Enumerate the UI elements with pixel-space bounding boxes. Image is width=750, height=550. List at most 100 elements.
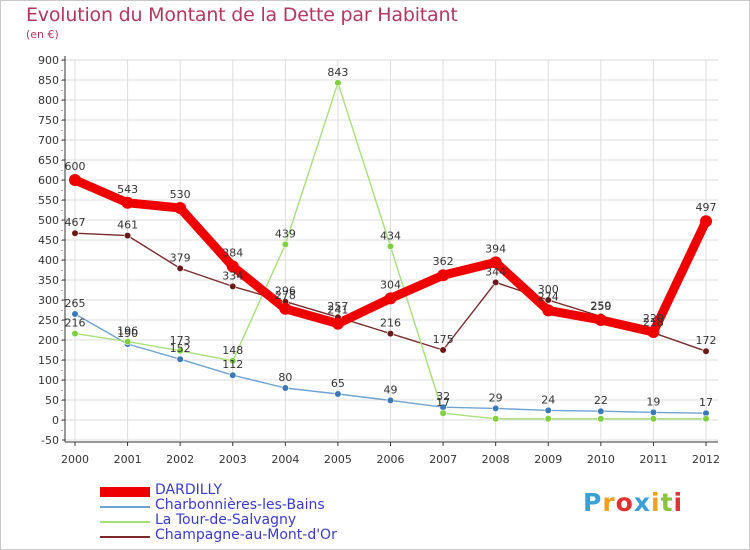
y-tick-label: 300 (38, 294, 59, 307)
y-tick-label: -50 (41, 434, 59, 447)
data-label: 543 (117, 183, 138, 196)
logo-letter: i (651, 488, 661, 517)
x-tick-label: 2009 (534, 453, 562, 466)
data-point (544, 406, 552, 415)
data-label: 80 (278, 371, 292, 384)
data-label: 530 (170, 188, 191, 201)
data-point (281, 384, 289, 392)
data-label: 17 (699, 396, 713, 409)
legend-swatch-tour-de-salvagny (100, 520, 150, 523)
y-tick-label: 100 (38, 374, 59, 387)
unit-label: (en €) (26, 28, 59, 41)
data-point (69, 174, 81, 186)
x-tick-label: 2007 (429, 453, 457, 466)
logo-letter: r (602, 488, 616, 517)
data-point (544, 296, 552, 304)
proxiti-logo: Proxiti (583, 488, 683, 517)
data-point (702, 347, 710, 355)
data-label: 152 (170, 342, 191, 355)
data-label: 49 (384, 383, 398, 396)
data-point (649, 415, 658, 423)
data-point (229, 357, 237, 365)
data-point (121, 196, 134, 209)
data-point (544, 415, 552, 423)
data-point (71, 310, 79, 318)
logo-letter: i (673, 488, 684, 517)
data-label: 461 (117, 219, 138, 232)
y-tick-label: 850 (38, 74, 59, 87)
y-tick-label: 700 (38, 134, 59, 147)
y-tick-label: 750 (38, 114, 59, 127)
data-label: 467 (65, 216, 86, 229)
data-label: 218 (643, 316, 664, 329)
x-tick-label: 2001 (114, 453, 142, 466)
y-tick-label: 600 (38, 174, 59, 187)
data-point (176, 347, 184, 355)
x-tick-label: 2010 (587, 453, 615, 466)
data-label: 600 (65, 160, 86, 173)
y-tick-label: 500 (38, 214, 59, 227)
data-point (386, 396, 395, 405)
data-point (281, 240, 289, 248)
data-label: 296 (275, 285, 296, 298)
data-point (492, 404, 500, 413)
x-tick-label: 2005 (324, 453, 352, 466)
data-point (384, 292, 397, 305)
data-label: 257 (327, 300, 348, 313)
x-tick-label: 2003 (219, 453, 247, 466)
legend-swatch-charbonnieres (100, 505, 150, 508)
data-label: 497 (696, 201, 717, 214)
y-tick-label: 250 (38, 314, 59, 327)
data-label: 196 (117, 325, 138, 338)
data-point (386, 330, 395, 338)
legend-swatch-champagne (100, 535, 150, 538)
data-point (597, 415, 605, 423)
logo-letter: t (660, 488, 674, 517)
data-point (334, 79, 342, 87)
data-label: 379 (170, 251, 191, 264)
data-label: 434 (380, 229, 401, 242)
y-tick-label: 50 (45, 394, 59, 407)
data-label: 344 (485, 265, 506, 278)
y-tick-label: 450 (38, 234, 59, 247)
data-point (437, 269, 450, 282)
data-label: 22 (594, 394, 608, 407)
data-point (386, 242, 395, 250)
data-point (597, 407, 605, 415)
data-label: 334 (222, 269, 243, 282)
data-label: 394 (485, 242, 506, 255)
legend-label-tour-de-salvagny: La Tour-de-Salvagny (155, 512, 297, 528)
y-tick-label: 200 (38, 334, 59, 347)
data-point (334, 390, 342, 398)
data-point (229, 282, 237, 291)
data-label: 216 (65, 317, 86, 330)
data-point (123, 232, 132, 240)
x-tick-label: 2004 (271, 453, 299, 466)
logo-letter: x (633, 488, 651, 517)
x-tick-label: 2002 (166, 453, 194, 466)
x-tick-label: 2008 (482, 453, 510, 466)
data-label: 384 (222, 246, 243, 259)
data-point (176, 264, 184, 273)
data-label: 29 (489, 391, 503, 404)
logo-letter: o (615, 488, 634, 517)
data-label: 148 (222, 344, 243, 357)
legend-swatch-dardilly (100, 486, 150, 497)
data-label: 265 (65, 297, 86, 310)
data-point (331, 317, 344, 330)
data-label: 216 (380, 317, 401, 330)
x-tick-label: 2012 (692, 453, 720, 466)
y-tick-label: 0 (52, 414, 59, 427)
data-label: 274 (538, 290, 559, 303)
data-point (71, 330, 79, 338)
data-point (489, 256, 502, 269)
y-tick-label: 650 (38, 154, 59, 167)
data-point (229, 371, 237, 379)
data-label: 278 (275, 289, 296, 302)
y-tick-label: 350 (38, 274, 59, 287)
logo-letter: P (583, 488, 603, 517)
data-label: 362 (433, 255, 454, 268)
data-label: 173 (170, 334, 191, 347)
